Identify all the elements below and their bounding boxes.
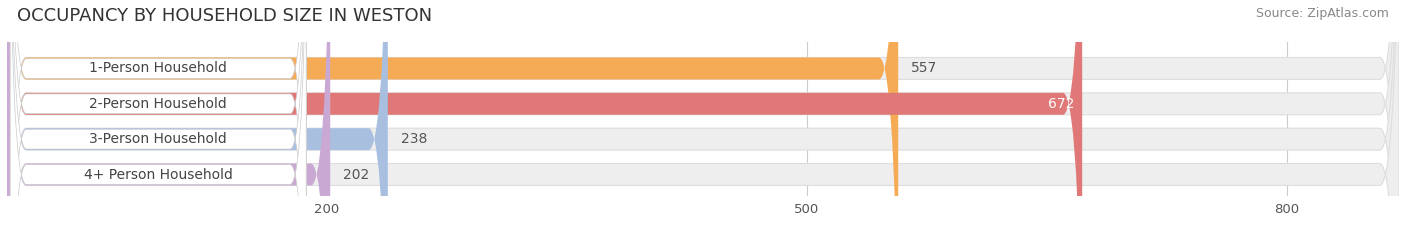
- Text: 4+ Person Household: 4+ Person Household: [84, 168, 232, 182]
- Text: 1-Person Household: 1-Person Household: [90, 62, 228, 75]
- Text: 2-Person Household: 2-Person Household: [90, 97, 228, 111]
- Text: 202: 202: [343, 168, 370, 182]
- FancyBboxPatch shape: [10, 0, 307, 233]
- FancyBboxPatch shape: [7, 0, 1399, 233]
- FancyBboxPatch shape: [7, 0, 1399, 233]
- FancyBboxPatch shape: [7, 0, 330, 233]
- Text: Source: ZipAtlas.com: Source: ZipAtlas.com: [1256, 7, 1389, 20]
- Text: OCCUPANCY BY HOUSEHOLD SIZE IN WESTON: OCCUPANCY BY HOUSEHOLD SIZE IN WESTON: [17, 7, 432, 25]
- Text: 557: 557: [911, 62, 938, 75]
- Text: 672: 672: [1047, 97, 1074, 111]
- FancyBboxPatch shape: [10, 0, 307, 233]
- Text: 238: 238: [401, 132, 427, 146]
- FancyBboxPatch shape: [10, 0, 307, 233]
- FancyBboxPatch shape: [7, 0, 1083, 233]
- FancyBboxPatch shape: [7, 0, 898, 233]
- Text: 3-Person Household: 3-Person Household: [90, 132, 228, 146]
- FancyBboxPatch shape: [7, 0, 1399, 233]
- FancyBboxPatch shape: [10, 0, 307, 233]
- FancyBboxPatch shape: [7, 0, 388, 233]
- FancyBboxPatch shape: [7, 0, 1399, 233]
